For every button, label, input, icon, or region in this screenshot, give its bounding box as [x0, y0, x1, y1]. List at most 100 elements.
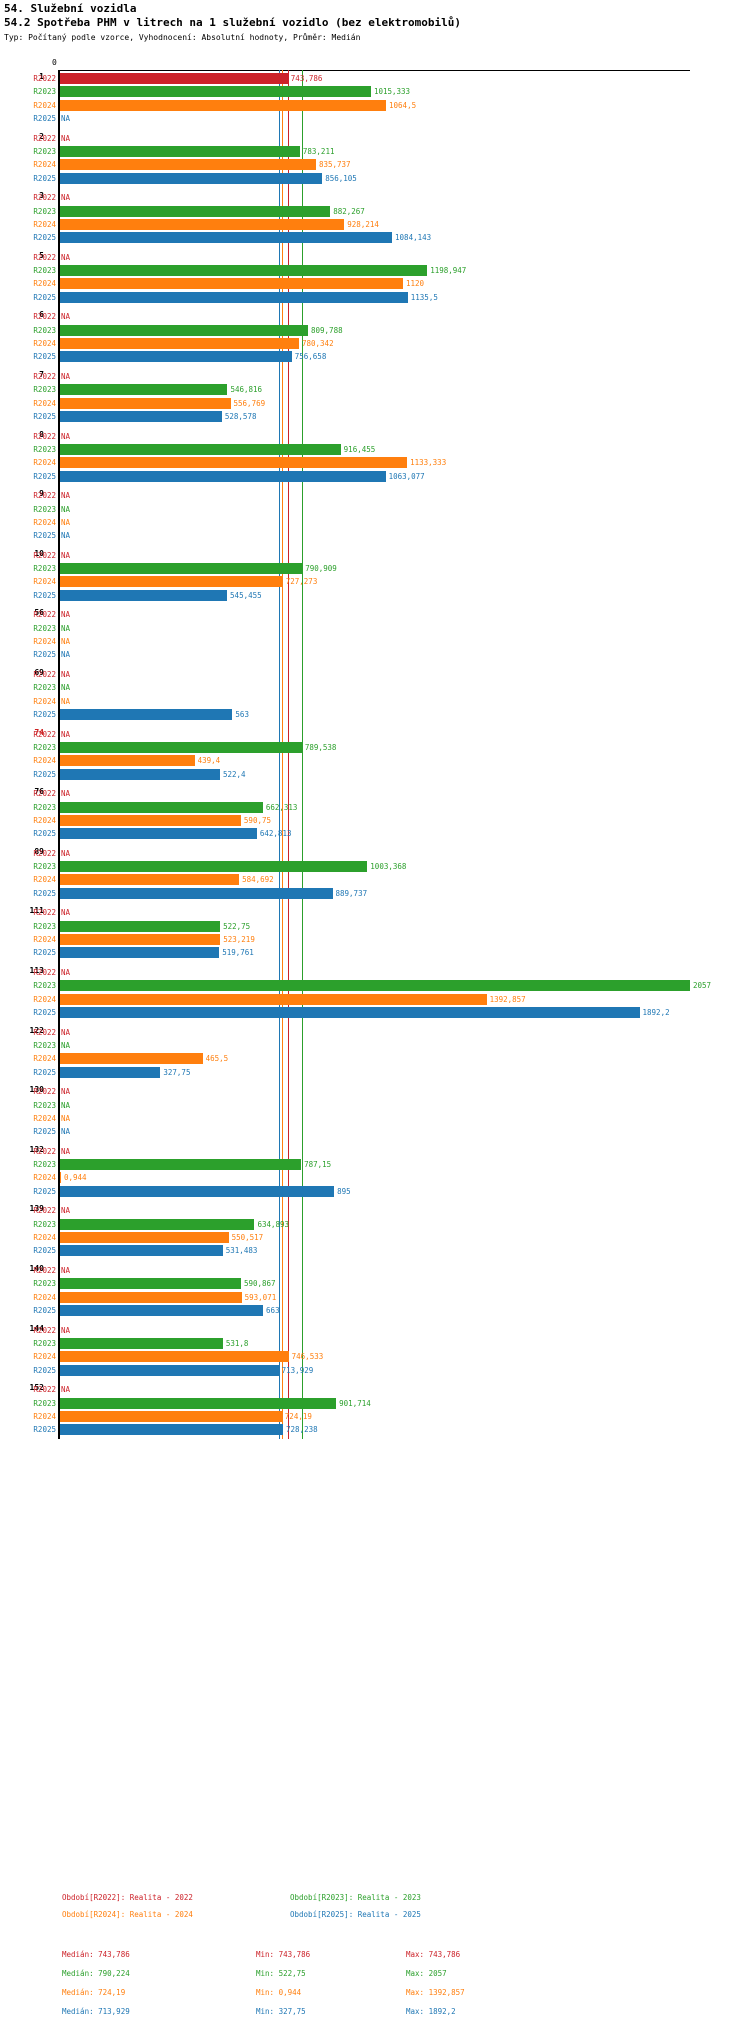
- series-key-label: R2023: [33, 444, 56, 454]
- bar[interactable]: [60, 1397, 337, 1409]
- bar[interactable]: [60, 232, 393, 244]
- chart-stats-summary: Medián: 743,786 Min: 743,786 Max: 743,786 M…: [0, 1950, 750, 2026]
- bar[interactable]: [60, 1185, 335, 1197]
- bar[interactable]: [60, 99, 387, 111]
- series-key-label: R2025: [33, 1127, 56, 1137]
- legend-item[interactable]: Období[R2025]: Realita - 2025: [290, 1910, 421, 1919]
- bar-row: R2022 NA: [0, 966, 750, 979]
- bar[interactable]: [60, 947, 220, 959]
- bar[interactable]: [60, 1053, 203, 1065]
- bar-row: R2024 556,769: [0, 397, 750, 410]
- bar[interactable]: [60, 1159, 302, 1171]
- bar[interactable]: [60, 172, 323, 184]
- na-value-label: NA: [61, 1385, 71, 1395]
- bar[interactable]: [60, 1007, 640, 1019]
- series-key-label: R2025: [33, 471, 56, 481]
- bar-value-label: 563: [235, 710, 249, 720]
- bar[interactable]: [60, 828, 257, 840]
- bar[interactable]: [60, 324, 308, 336]
- bar[interactable]: [60, 709, 233, 721]
- bar[interactable]: [60, 768, 220, 780]
- legend-item[interactable]: Období[R2022]: Realita - 2022: [62, 1893, 193, 1902]
- bar-row: R2025 756,658: [0, 350, 750, 363]
- bar[interactable]: [60, 443, 341, 455]
- series-key-label: R2025: [33, 1246, 56, 1256]
- bar[interactable]: [60, 801, 263, 813]
- bar[interactable]: [60, 993, 487, 1005]
- bar[interactable]: [60, 1351, 289, 1363]
- bar[interactable]: [60, 73, 288, 84]
- bar-row: R2024 0,944: [0, 1171, 750, 1184]
- bar[interactable]: [60, 576, 283, 588]
- stat-median: Medián: 713,929: [62, 2007, 130, 2016]
- series-key-label: R2024: [33, 1113, 56, 1123]
- bar[interactable]: [60, 1245, 223, 1257]
- bar-group: 111 R2022 NA R2023 522,75 R2024 523,219 R2025 51…: [0, 906, 750, 959]
- legend-item[interactable]: Období[R2023]: Realita - 2023: [290, 1893, 421, 1902]
- series-key-label: R2022: [33, 1146, 56, 1156]
- bar[interactable]: [60, 861, 368, 873]
- na-value-label: NA: [61, 908, 71, 918]
- series-key-label: R2022: [33, 908, 56, 918]
- bar[interactable]: [60, 457, 408, 469]
- bar[interactable]: [60, 1218, 255, 1230]
- series-key-label: R2023: [33, 623, 56, 633]
- bar[interactable]: [60, 338, 299, 350]
- bar[interactable]: [60, 874, 240, 886]
- bar-value-label: 1015,333: [373, 87, 411, 97]
- bar[interactable]: [60, 920, 221, 932]
- bar[interactable]: [60, 1172, 61, 1184]
- legend-item[interactable]: Období[R2024]: Realita - 2024: [62, 1910, 193, 1919]
- bar-row: R2022 NA: [0, 489, 750, 502]
- bar[interactable]: [60, 411, 222, 423]
- bar[interactable]: [60, 470, 386, 482]
- bar-value-label: 780,342: [301, 339, 334, 349]
- bar-row: R2025 1892,2: [0, 1006, 750, 1019]
- bar-value-label: 756,658: [294, 352, 327, 362]
- bar-value-label: 728,238: [286, 1425, 318, 1435]
- bar[interactable]: [60, 159, 316, 171]
- series-key-label: R2022: [33, 133, 56, 143]
- bar[interactable]: [60, 980, 690, 992]
- bar[interactable]: [60, 1364, 279, 1376]
- series-key-label: R2025: [33, 412, 56, 422]
- bar[interactable]: [60, 1278, 241, 1290]
- bar-value-label: 783,211: [302, 146, 335, 156]
- bar[interactable]: [60, 814, 241, 826]
- bar[interactable]: [60, 1291, 242, 1303]
- bar[interactable]: [60, 218, 345, 230]
- bar[interactable]: [60, 1337, 223, 1349]
- na-value-label: NA: [61, 848, 71, 858]
- bar[interactable]: [60, 205, 331, 217]
- bar-value-label: 727,273: [285, 577, 318, 587]
- bar[interactable]: [60, 265, 428, 277]
- bar[interactable]: [60, 86, 371, 98]
- bar[interactable]: [60, 384, 228, 396]
- series-key-label: R2024: [33, 994, 56, 1004]
- bar[interactable]: [60, 1066, 161, 1078]
- bar[interactable]: [60, 1232, 229, 1244]
- bar[interactable]: [60, 934, 221, 946]
- bar-row: R2022 NA: [0, 847, 750, 860]
- bar[interactable]: [60, 397, 231, 409]
- series-key-label: R2025: [33, 1186, 56, 1196]
- stat-max: Max: 1392,857: [406, 1988, 465, 1997]
- bar[interactable]: [60, 291, 408, 303]
- bar-row: R2025 NA: [0, 529, 750, 542]
- series-key-label: R2025: [33, 650, 56, 660]
- bar[interactable]: [60, 351, 292, 363]
- bar[interactable]: [60, 145, 300, 157]
- bar[interactable]: [60, 589, 228, 601]
- bar[interactable]: [60, 741, 302, 753]
- bar[interactable]: [60, 278, 404, 290]
- bar[interactable]: [60, 887, 333, 899]
- bar-row: R2022 NA: [0, 251, 750, 264]
- bar[interactable]: [60, 563, 303, 575]
- bar[interactable]: [60, 1305, 264, 1317]
- bar[interactable]: [60, 1410, 282, 1422]
- series-key-label: R2025: [33, 352, 56, 362]
- bar[interactable]: [60, 755, 195, 767]
- series-key-label: R2024: [33, 339, 56, 349]
- bar[interactable]: [60, 1424, 284, 1436]
- bar-row: R2023 662,313: [0, 801, 750, 814]
